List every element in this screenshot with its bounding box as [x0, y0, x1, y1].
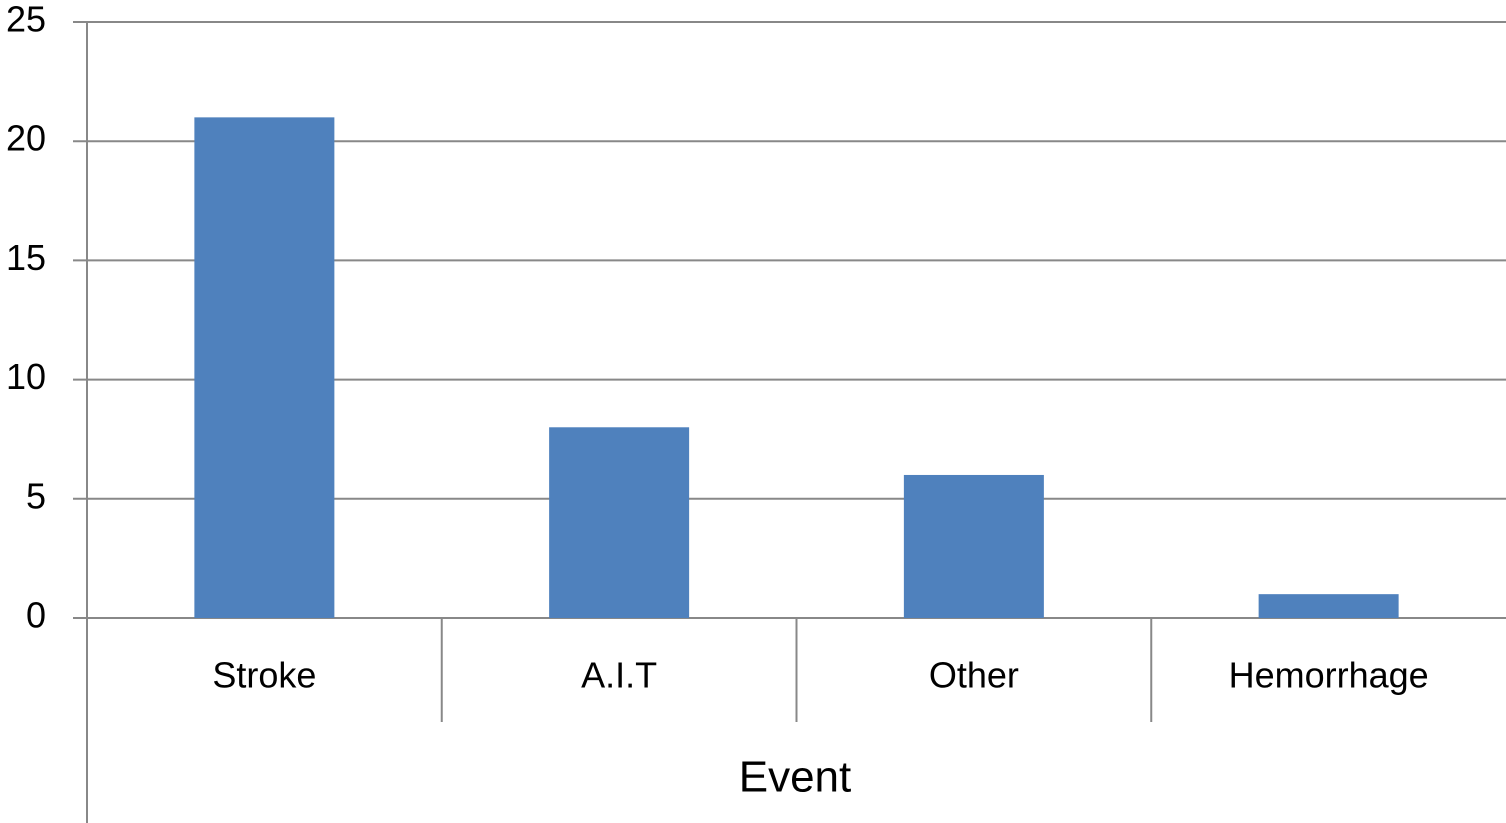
- y-tick-label: 20: [6, 118, 46, 159]
- x-tick-label: A.I.T: [581, 655, 657, 696]
- bar: [549, 427, 690, 618]
- x-tick-label: Hemorrhage: [1229, 655, 1429, 696]
- bar: [1258, 594, 1399, 618]
- bar: [903, 474, 1044, 618]
- y-tick-label: 0: [26, 595, 46, 636]
- y-tick-label: 25: [6, 0, 46, 40]
- y-tick-label: 15: [6, 237, 46, 278]
- x-tick-label: Other: [929, 655, 1019, 696]
- x-tick-label: Stroke: [212, 655, 316, 696]
- bar: [194, 117, 335, 619]
- y-tick-label: 5: [26, 475, 46, 516]
- y-tick-label: 10: [6, 356, 46, 397]
- x-axis-title: Event: [739, 753, 852, 802]
